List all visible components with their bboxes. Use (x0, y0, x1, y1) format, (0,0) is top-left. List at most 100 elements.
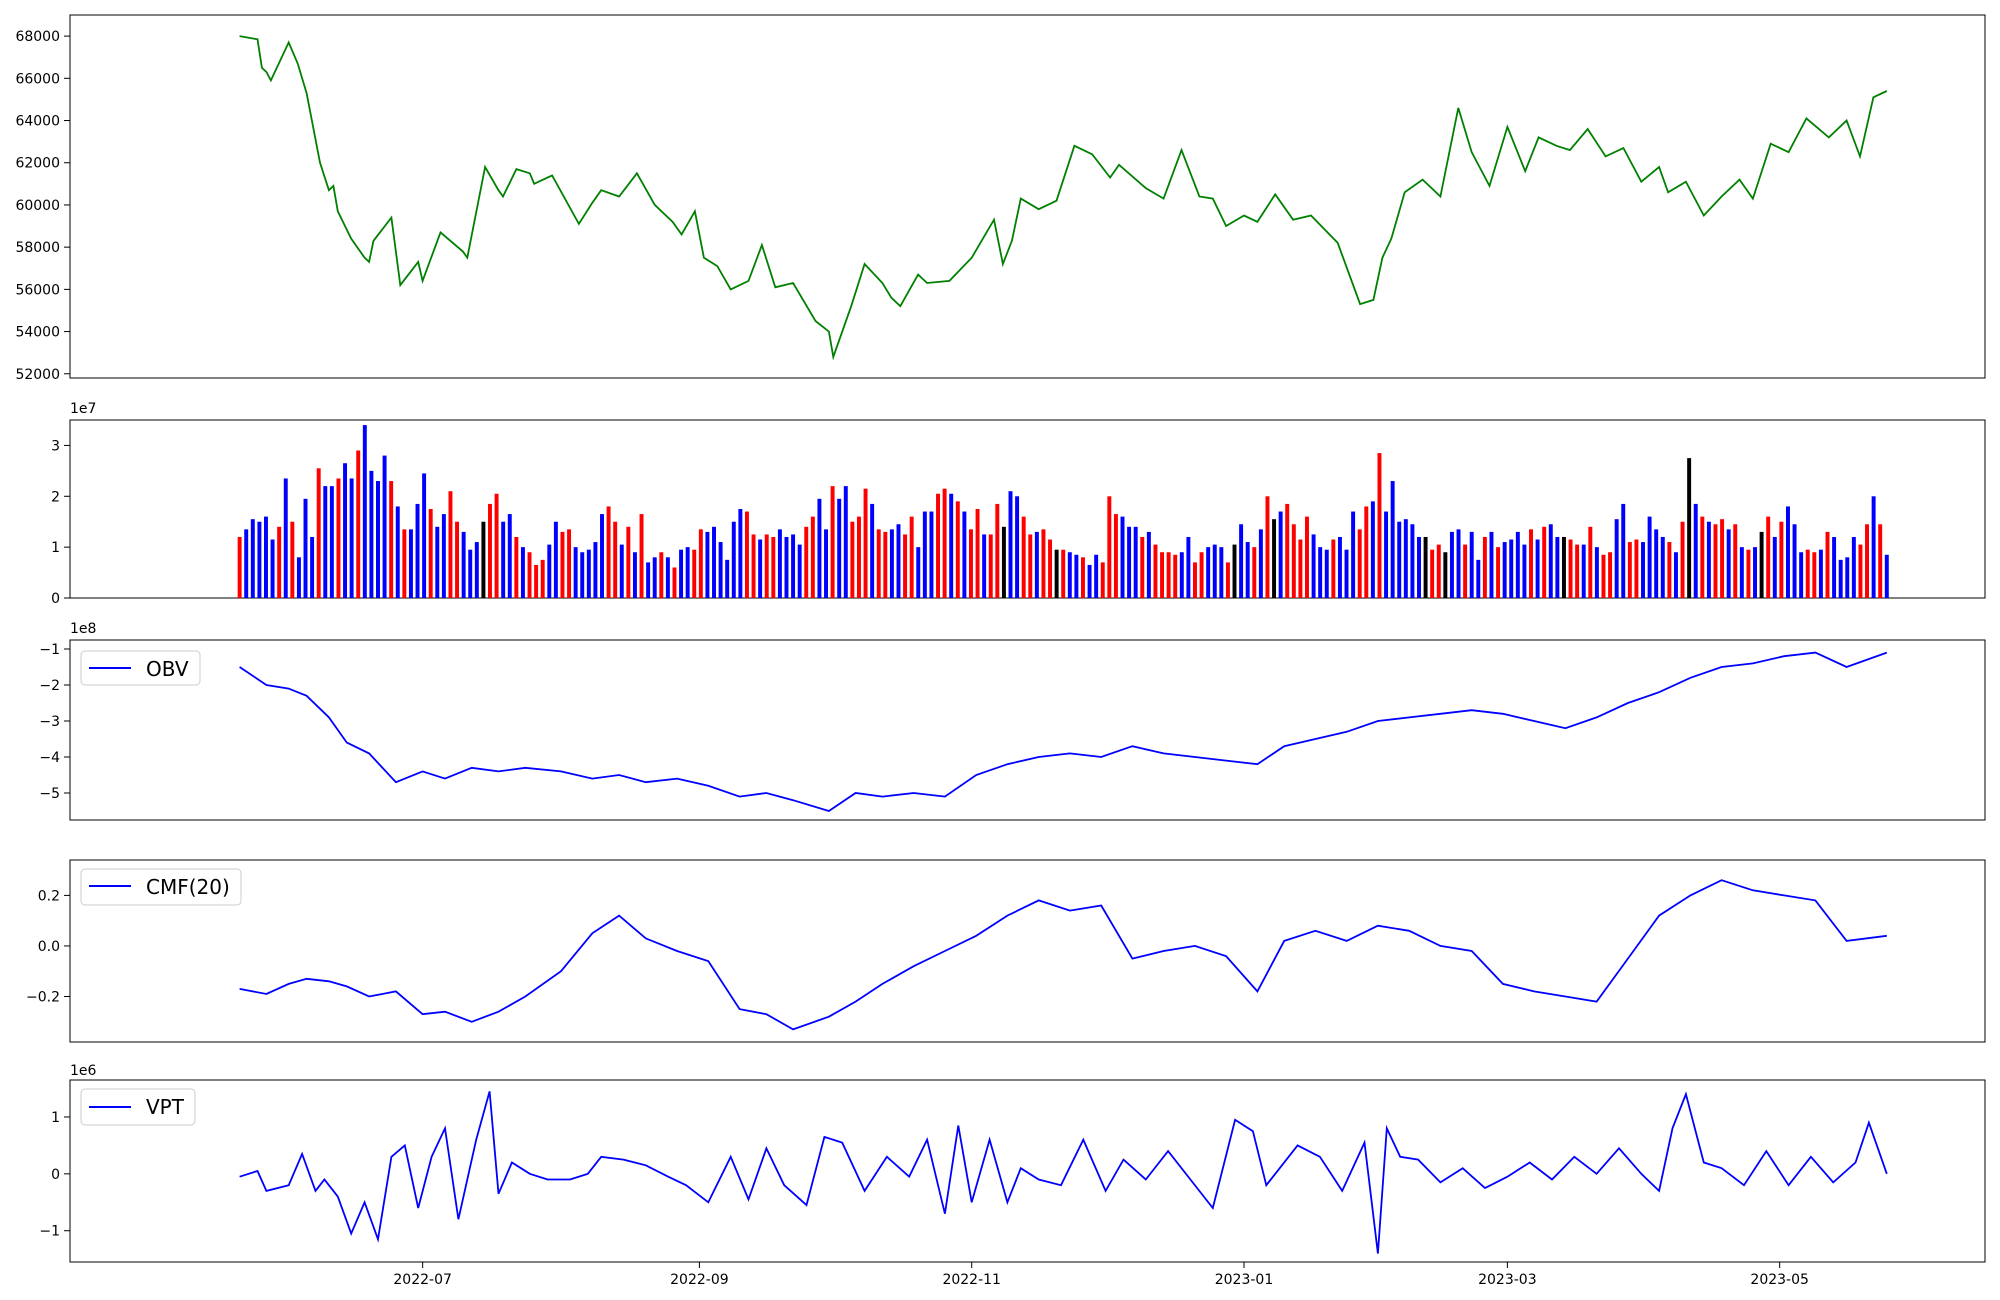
volume-bar (1766, 516, 1771, 598)
volume-bar (1186, 536, 1191, 598)
date-xtick-label: 2023-05 (1750, 1272, 1809, 1288)
volume-bar (718, 542, 723, 598)
volume-bar (362, 425, 367, 598)
volume-bar (1423, 536, 1428, 598)
vpt-ytick-label: 1 (51, 1110, 60, 1126)
volume-bar (1687, 458, 1692, 598)
volume-bar (1805, 549, 1810, 598)
panel-vpt: 1e6 −1 0 1 2022-07 2022-09 2022-11 2023-01 202… (39, 1063, 1986, 1288)
volume-bar (1430, 549, 1435, 598)
volume-bar (929, 511, 934, 598)
volume-bar (1298, 539, 1303, 598)
volume-bar (1726, 529, 1731, 598)
volume-exponent-label: 1e7 (70, 401, 96, 417)
volume-bar (1048, 539, 1053, 598)
volume-bar (764, 534, 769, 598)
volume-bar (1601, 554, 1606, 598)
volume-axes-frame (69, 419, 1986, 599)
volume-bar (1015, 496, 1020, 598)
volume-bar (1081, 557, 1085, 598)
volume-bar (1265, 496, 1270, 598)
volume-bar (1370, 501, 1375, 598)
volume-bar (534, 564, 539, 598)
volume-bar (507, 514, 512, 598)
volume-bar (1351, 511, 1356, 598)
volume-bar (626, 526, 631, 598)
volume-bar (547, 544, 552, 598)
volume-bar (1449, 531, 1454, 598)
volume-bar (1193, 562, 1197, 598)
volume-bar (1627, 542, 1632, 598)
price-ytick-label: 52000 (15, 367, 60, 383)
vpt-series-line (239, 1091, 1888, 1254)
vpt-exponent-label: 1e6 (70, 1063, 97, 1079)
volume-bar (461, 531, 466, 598)
volume-bar (1720, 519, 1725, 598)
volume-bar (567, 529, 572, 598)
volume-bar (1509, 539, 1514, 598)
volume-bar (1799, 552, 1804, 598)
date-xtick-label: 2022-11 (942, 1272, 1001, 1288)
volume-bar (1305, 516, 1309, 598)
volume-bar (1410, 524, 1415, 598)
price-ytick-label: 56000 (15, 282, 60, 298)
volume-bar (553, 521, 558, 598)
volume-bar (435, 526, 440, 598)
volume-bar (771, 536, 776, 598)
volume-bar (527, 552, 532, 598)
volume-bar (949, 493, 954, 598)
date-xtick-label: 2022-09 (670, 1272, 729, 1288)
volume-bar (1759, 531, 1764, 598)
volume-bar (1542, 526, 1547, 598)
volume-ytick-label: 0 (51, 591, 60, 607)
volume-bar (1832, 536, 1837, 598)
volume-bar (1107, 496, 1112, 598)
volume-bar (744, 511, 749, 598)
volume-bar (909, 516, 914, 598)
obv-axes-frame (69, 639, 1986, 821)
volume-ytick-label: 1 (51, 540, 60, 556)
obv-series-line (239, 651, 1888, 812)
volume-bar (382, 455, 387, 598)
volume-ytick-label: 2 (51, 489, 60, 505)
volume-bar (698, 529, 703, 598)
volume-bar (395, 506, 400, 598)
volume-bar (448, 491, 453, 598)
volume-bar (283, 478, 288, 598)
volume-bar (731, 521, 736, 598)
volume-bar (501, 521, 506, 598)
volume-bar (1792, 524, 1797, 598)
panel-volume: 1e7 0 1 2 3 (51, 401, 1986, 607)
volume-bar (408, 529, 413, 598)
cmf-legend-label: CMF(20) (146, 875, 230, 899)
volume-bar (1608, 552, 1613, 598)
volume-bar (1825, 531, 1830, 598)
date-xtick-label: 2022-07 (393, 1272, 452, 1288)
obv-ytick-label: −1 (39, 642, 60, 658)
obv-ytick-label: −5 (39, 786, 60, 802)
volume-bar (738, 509, 743, 598)
volume-bar (791, 534, 796, 598)
volume-bar (1858, 544, 1863, 598)
volume-bar (903, 534, 908, 598)
volume-bar (804, 526, 809, 598)
volume-bar (540, 559, 545, 598)
price-ytick-label: 64000 (15, 114, 60, 130)
vpt-axes-frame (69, 1079, 1986, 1263)
volume-bar (1153, 544, 1158, 598)
volume-bar (1021, 516, 1026, 598)
volume-bar (824, 529, 828, 598)
price-axes-frame (69, 14, 1986, 379)
volume-bar (870, 503, 875, 598)
volume-bar (1067, 552, 1072, 598)
volume-bar (1555, 536, 1560, 598)
volume-bar (639, 514, 644, 598)
volume-bar (1008, 491, 1013, 598)
price-ytick-label: 58000 (15, 240, 60, 256)
cmf-series-line (239, 879, 1887, 1031)
volume-bar (1245, 542, 1250, 598)
volume-bar (270, 539, 275, 598)
volume-bar (659, 552, 664, 598)
volume-bar (1621, 503, 1626, 598)
